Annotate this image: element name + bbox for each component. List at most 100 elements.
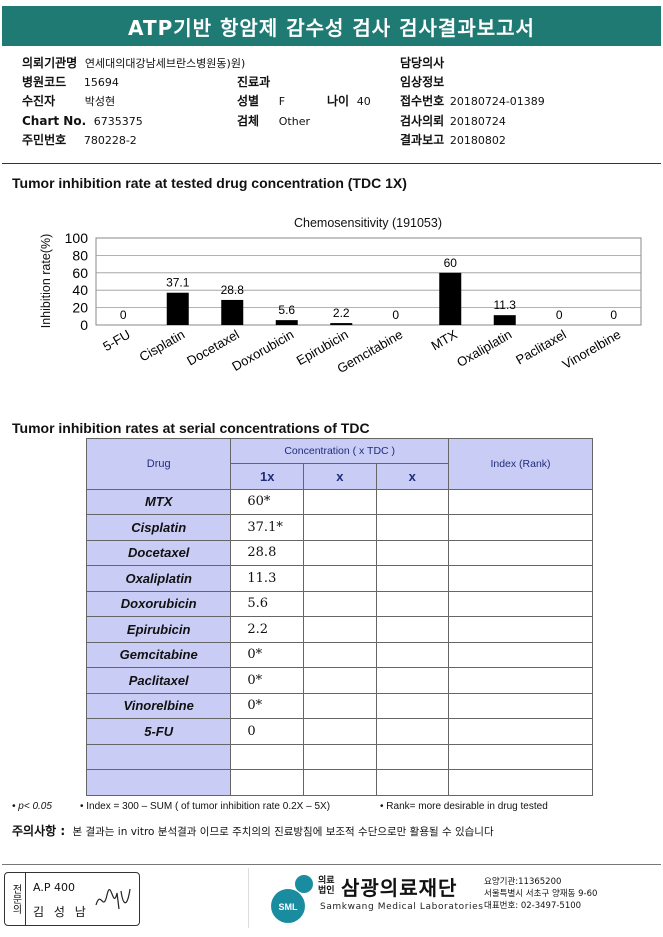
specimen-value: Other — [278, 115, 310, 128]
signature-scribble — [95, 888, 131, 910]
patient-value: 박성현 — [84, 95, 116, 108]
drug-name-cell: Paclitaxel — [85, 667, 232, 694]
subheader-x-2: x — [303, 463, 377, 490]
info-row-1: 의뢰기관명 연세대의대강남세브란스병원동)원) — [22, 56, 245, 71]
footer-divider — [2, 864, 661, 865]
hospital-code-value: 15694 — [83, 76, 119, 89]
value-x-cell — [303, 590, 377, 617]
subheader-x-3: x — [375, 463, 450, 490]
data-labels: 0 37.1 28.8 5.6 2.2 0 60 11.3 0 0 — [120, 256, 618, 322]
value-1x-cell: 60* — [230, 488, 305, 515]
value-x-cell — [375, 743, 450, 770]
value-1x-cell: 0 — [230, 718, 305, 745]
age-field: 나이 40 — [327, 94, 371, 109]
specialist-label-text: 전문의 — [10, 884, 21, 914]
table-row — [85, 769, 593, 796]
age-value: 40 — [356, 95, 371, 108]
index-rank-cell — [448, 539, 593, 566]
drug-name-cell: Gemcitabine — [85, 641, 232, 668]
y-tick-label: 0 — [80, 317, 88, 333]
data-label: 0 — [120, 308, 127, 322]
table-row: Gemcitabine 0* — [85, 641, 593, 668]
chart-ylabel: Inhibition rate(%) — [39, 234, 53, 329]
data-label: 11.3 — [494, 298, 517, 312]
value-x-cell — [303, 539, 377, 566]
org-code: 요양기관:11365200 — [484, 877, 562, 887]
data-label: 5.6 — [278, 303, 295, 317]
specialist-label: 전문의 — [5, 873, 26, 925]
request-value: 20180724 — [449, 115, 506, 128]
x-tick-label: 5-FU — [100, 327, 133, 354]
org-name: 삼광의료재단 — [341, 876, 458, 900]
value-x-cell — [375, 692, 450, 719]
x-labels: 5-FU CisplatinDocetaxelDoxorubicinEpirubi… — [100, 326, 623, 376]
index-rank-cell — [448, 616, 593, 643]
bar-oxaliplatin — [493, 315, 516, 325]
drug-name-cell — [85, 743, 232, 770]
report-date-field: 결과보고 20180802 — [400, 133, 506, 148]
index-rank-cell — [448, 743, 593, 770]
header-divider — [2, 163, 661, 164]
value-1x-cell: 0* — [230, 692, 305, 719]
index-rank-cell — [448, 488, 593, 515]
table-row: Vinorelbine 0* — [85, 692, 593, 719]
chart-no-field: Chart No. 6735375 — [22, 114, 143, 129]
subheader-1x: 1x — [230, 463, 305, 490]
drug-name-cell: Cisplatin — [85, 514, 232, 541]
sex-value: F — [278, 95, 286, 108]
value-x-cell — [375, 539, 450, 566]
footnote-p: • p< 0.05 — [12, 801, 52, 812]
concentration-header: Concentration ( x TDC ) — [230, 438, 449, 464]
drug-name-cell: Oxaliplatin — [85, 565, 232, 592]
table-row: MTX 60* — [85, 488, 593, 515]
value-x-cell — [375, 616, 450, 643]
value-x-cell — [375, 590, 450, 617]
signature-box: 전문의 A.P 400 김 성 남 — [4, 872, 140, 926]
sml-logo-text: SML — [279, 902, 299, 912]
chart-no-label: Chart No. — [22, 114, 87, 128]
y-tick-label: 100 — [65, 230, 89, 246]
doctor-id: A.P 400 — [33, 881, 75, 894]
receipt-field: 접수번호 20180724-01389 — [400, 94, 545, 109]
specialty-label: 진료과 — [237, 75, 271, 89]
value-x-cell — [303, 616, 377, 643]
hospital-code-field: 병원코드 15694 — [22, 75, 119, 90]
value-1x-cell — [230, 769, 305, 796]
section1-title: Tumor inhibition rate at tested drug con… — [12, 175, 407, 191]
caution-text: 본 결과는 in vitro 분석결과 이므로 주치의의 진료방침에 보조적 수… — [72, 826, 494, 838]
index-rank-cell — [448, 641, 593, 668]
table-row: Docetaxel 28.8 — [85, 539, 593, 566]
tdc-table: Drug Concentration ( x TDC ) Index (Rank… — [85, 438, 593, 796]
drug-name-cell: 5-FU — [85, 718, 232, 745]
institution-dept: 동)원) — [216, 57, 246, 70]
chart-no-value: 6735375 — [93, 115, 143, 128]
value-1x-cell: 37.1* — [230, 514, 305, 541]
table-row: Oxaliplatin 11.3 — [85, 565, 593, 592]
y-tick-label: 40 — [72, 282, 88, 298]
specialty-field: 진료과 — [237, 75, 270, 89]
bar-doxorubicin — [275, 320, 298, 325]
x-tick-label: Doxorubicin — [229, 327, 296, 374]
drug-header: Drug — [85, 438, 232, 490]
value-x-cell — [375, 514, 450, 541]
specimen-label: 검체 — [237, 114, 260, 128]
value-1x-cell: 28.8 — [230, 539, 305, 566]
section2-title: Tumor inhibition rates at serial concent… — [12, 420, 370, 436]
data-label: 28.8 — [221, 283, 245, 297]
y-tick-label: 80 — [72, 247, 88, 263]
value-x-cell — [375, 565, 450, 592]
value-1x-cell — [230, 743, 305, 770]
drug-name-cell: Epirubicin — [85, 616, 232, 643]
value-x-cell — [303, 769, 377, 796]
bar-mtx — [439, 272, 462, 325]
drug-name-cell: Doxorubicin — [85, 590, 232, 617]
value-1x-cell: 5.6 — [230, 590, 305, 617]
report-date-value: 20180802 — [449, 134, 506, 147]
table-row: Cisplatin 37.1* — [85, 514, 593, 541]
data-label: 60 — [444, 256, 458, 270]
attending-field: 담당의사 — [400, 56, 444, 70]
value-x-cell — [303, 641, 377, 668]
hospital-code-label: 병원코드 — [22, 75, 67, 89]
request-label: 검사의뢰 — [400, 114, 445, 128]
